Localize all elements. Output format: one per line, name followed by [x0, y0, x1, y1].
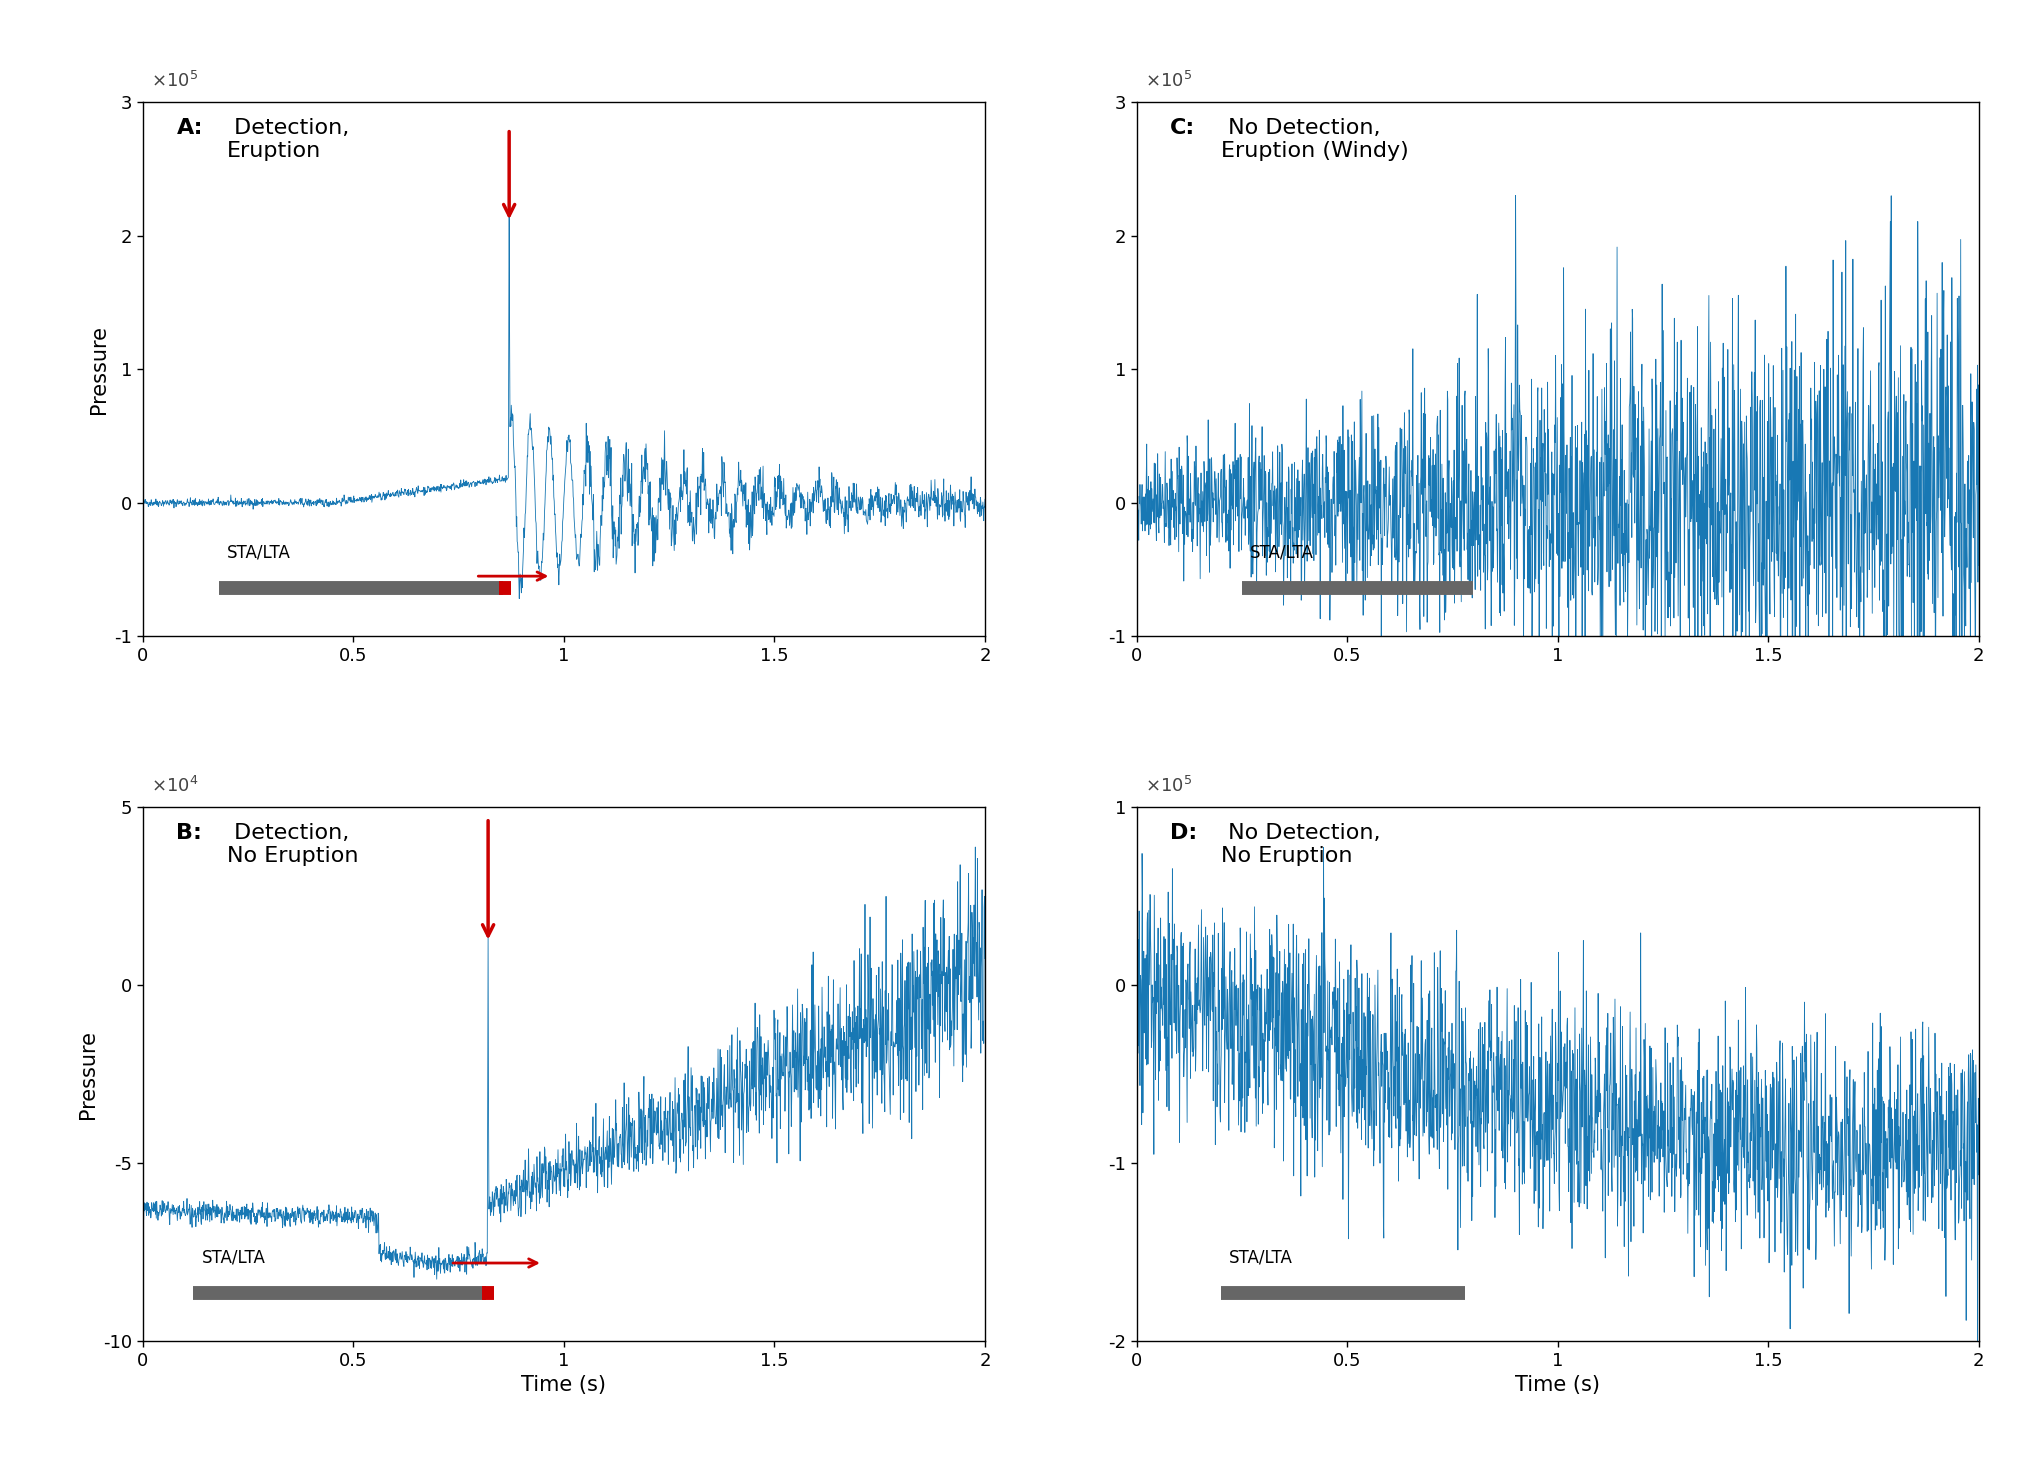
Text: $\times\mathregular{10^{5}}$: $\times\mathregular{10^{5}}$	[151, 71, 198, 92]
Text: $\times\mathregular{10^{5}}$: $\times\mathregular{10^{5}}$	[1144, 777, 1191, 796]
Text: Detection,
No Eruption: Detection, No Eruption	[226, 824, 359, 866]
Text: D:: D:	[1170, 824, 1197, 843]
Text: B:: B:	[177, 824, 202, 843]
Y-axis label: Pressure: Pressure	[90, 325, 108, 414]
Text: STA/LTA: STA/LTA	[226, 544, 292, 561]
Text: $\times\mathregular{10^{4}}$: $\times\mathregular{10^{4}}$	[151, 777, 198, 796]
Text: STA/LTA: STA/LTA	[202, 1248, 265, 1267]
Y-axis label: Pressure: Pressure	[77, 1029, 98, 1118]
Text: C:: C:	[1170, 118, 1195, 139]
X-axis label: Time (s): Time (s)	[1515, 1375, 1599, 1395]
Text: No Detection,
Eruption (Windy): No Detection, Eruption (Windy)	[1219, 118, 1407, 162]
Text: A:: A:	[177, 118, 204, 139]
X-axis label: Time (s): Time (s)	[522, 1375, 606, 1395]
Text: $\times\mathregular{10^{5}}$: $\times\mathregular{10^{5}}$	[1144, 71, 1191, 92]
Text: STA/LTA: STA/LTA	[1250, 544, 1313, 561]
Text: No Detection,
No Eruption: No Detection, No Eruption	[1219, 824, 1380, 866]
Text: Detection,
Eruption: Detection, Eruption	[226, 118, 349, 162]
Text: STA/LTA: STA/LTA	[1230, 1248, 1293, 1267]
